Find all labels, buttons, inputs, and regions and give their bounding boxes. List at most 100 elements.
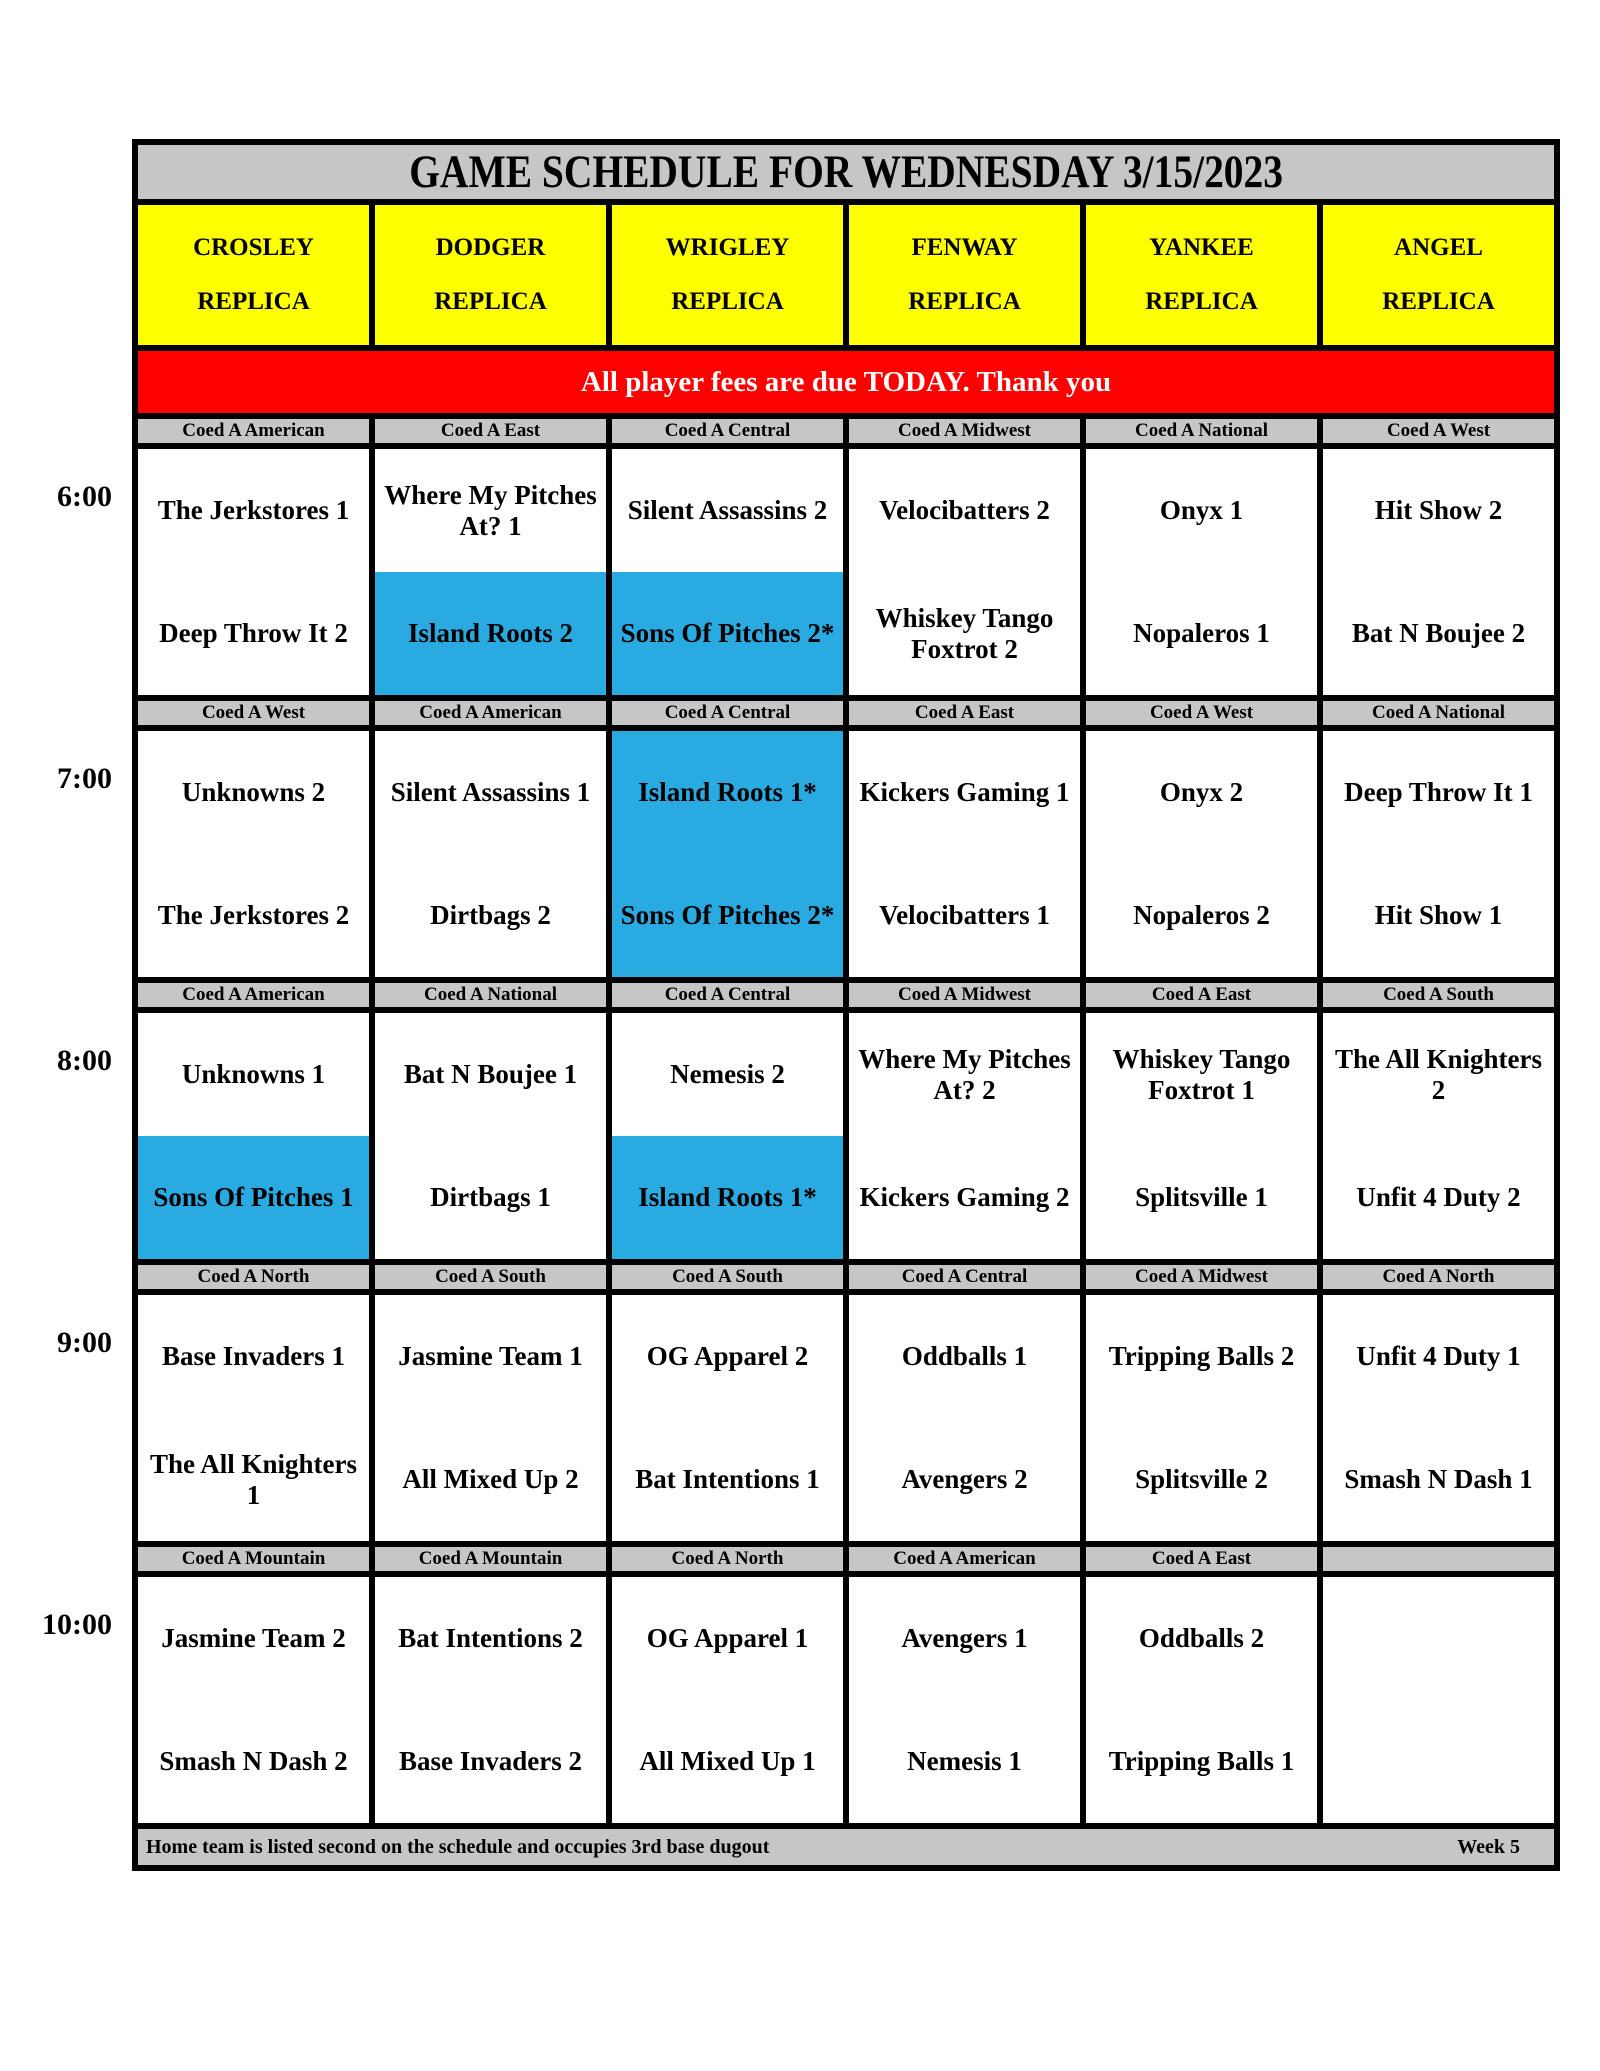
- division-label: Coed A Central: [849, 1265, 1080, 1289]
- home-team: Velocibatters 1: [879, 900, 1050, 931]
- away-team: Onyx 2: [1159, 777, 1244, 808]
- game-cell: Silent Assassins 2 Sons Of Pitches 2*: [612, 449, 843, 695]
- home-team: Island Roots 1*: [612, 1136, 843, 1259]
- home-team: Dirtbags 1: [430, 1182, 551, 1213]
- time-label: 9:00: [57, 1326, 112, 1359]
- game-cell: Where My Pitches At? 2 Kickers Gaming 2: [849, 1013, 1080, 1259]
- home-team: Sons Of Pitches 1: [138, 1136, 369, 1259]
- division-label: Coed A South: [1323, 983, 1554, 1007]
- division-label: Coed A Midwest: [849, 983, 1080, 1007]
- home-team: Splitsville 2: [1135, 1464, 1268, 1495]
- venue-type: REPLICA: [671, 288, 784, 315]
- game-cell: The All Knighters 2 Unfit 4 Duty 2: [1323, 1013, 1554, 1259]
- venue-name: CROSLEY: [193, 234, 314, 261]
- away-team: Bat Intentions 2: [398, 1623, 583, 1654]
- game-cell: Jasmine Team 2 Smash N Dash 2: [138, 1577, 369, 1823]
- home-team: Nopaleros 1: [1133, 618, 1270, 649]
- home-team: Deep Throw It 2: [159, 618, 348, 649]
- venue-type: REPLICA: [197, 288, 310, 315]
- away-team: Unknowns 2: [181, 777, 326, 808]
- away-team: Where My Pitches At? 1: [384, 480, 597, 541]
- venue-type: REPLICA: [1145, 288, 1258, 315]
- home-team: Base Invaders 2: [398, 1746, 582, 1777]
- division-label: Coed A Central: [612, 983, 843, 1007]
- division-label: Coed A North: [1323, 1265, 1554, 1289]
- division-label: Coed A National: [1323, 701, 1554, 725]
- away-team: Bat N Boujee 1: [403, 1059, 578, 1090]
- home-team: Kickers Gaming 2: [859, 1182, 1070, 1213]
- game-cell: Tripping Balls 2 Splitsville 2: [1086, 1295, 1317, 1541]
- away-team: Nemesis 2: [670, 1059, 785, 1090]
- away-team: Unfit 4 Duty 1: [1356, 1341, 1521, 1372]
- game-cell: OG Apparel 2 Bat Intentions 1: [612, 1295, 843, 1541]
- game-cell: The Jerkstores 1 Deep Throw It 2: [138, 449, 369, 695]
- venue-header-fenway: FENWAY REPLICA: [849, 205, 1080, 345]
- home-team: Sons Of Pitches 2*: [612, 572, 843, 695]
- home-team: Sons Of Pitches 2*: [612, 854, 843, 977]
- away-team: Base Invaders 1: [161, 1341, 345, 1372]
- game-cell: Unknowns 2 The Jerkstores 2: [138, 731, 369, 977]
- game-cell: Where My Pitches At? 1 Island Roots 2: [375, 449, 606, 695]
- game-cell: [1323, 1577, 1554, 1823]
- division-label: Coed A East: [375, 419, 606, 443]
- away-team: Oddballs 1: [901, 1341, 1028, 1372]
- division-label: Coed A American: [375, 701, 606, 725]
- away-team: Tripping Balls 2: [1108, 1341, 1295, 1372]
- division-label: Coed A Mountain: [138, 1547, 369, 1571]
- game-cell: Unfit 4 Duty 1 Smash N Dash 1: [1323, 1295, 1554, 1541]
- away-team: Hit Show 2: [1374, 495, 1503, 526]
- division-label: Coed A East: [1086, 1547, 1317, 1571]
- away-team: Whiskey Tango Foxtrot 1: [1112, 1044, 1291, 1105]
- division-label: Coed A East: [1086, 983, 1317, 1007]
- home-team: Nemesis 1: [907, 1746, 1022, 1777]
- home-team: Splitsville 1: [1135, 1182, 1268, 1213]
- away-team: Jasmine Team 1: [398, 1341, 583, 1372]
- game-cell: Jasmine Team 1 All Mixed Up 2: [375, 1295, 606, 1541]
- home-team: Whiskey Tango Foxtrot 2: [875, 603, 1054, 664]
- away-team: Where My Pitches At? 2: [858, 1044, 1071, 1105]
- game-cell: Whiskey Tango Foxtrot 1 Splitsville 1: [1086, 1013, 1317, 1259]
- venue-name: DODGER: [435, 234, 546, 261]
- time-label: 10:00: [42, 1608, 112, 1641]
- away-team: Velocibatters 2: [879, 495, 1050, 526]
- game-cell: Onyx 1 Nopaleros 1: [1086, 449, 1317, 695]
- game-cell: Velocibatters 2 Whiskey Tango Foxtrot 2: [849, 449, 1080, 695]
- game-cell: Island Roots 1* Sons Of Pitches 2*: [612, 731, 843, 977]
- fees-notice-banner: All player fees are due TODAY. Thank you: [138, 351, 1554, 413]
- venue-header-wrigley: WRIGLEY REPLICA: [612, 205, 843, 345]
- away-team: Island Roots 1*: [612, 731, 843, 854]
- game-cell: Avengers 1 Nemesis 1: [849, 1577, 1080, 1823]
- away-team: Oddballs 2: [1138, 1623, 1265, 1654]
- division-label: Coed A American: [849, 1547, 1080, 1571]
- home-team: Smash N Dash 1: [1344, 1464, 1533, 1495]
- division-label: Coed A South: [375, 1265, 606, 1289]
- division-label: Coed A West: [138, 701, 369, 725]
- home-team: Dirtbags 2: [430, 900, 551, 931]
- time-label: 7:00: [57, 762, 112, 795]
- game-cell: Hit Show 2 Bat N Boujee 2: [1323, 449, 1554, 695]
- division-label: Coed A American: [138, 419, 369, 443]
- division-label: Coed A Central: [612, 701, 843, 725]
- fees-notice-text: All player fees are due TODAY. Thank you: [580, 365, 1112, 398]
- division-label: Coed A Mountain: [375, 1547, 606, 1571]
- game-cell: Kickers Gaming 1 Velocibatters 1: [849, 731, 1080, 977]
- division-label: Coed A National: [375, 983, 606, 1007]
- home-team: Bat Intentions 1: [635, 1464, 820, 1495]
- home-team: Bat N Boujee 2: [1351, 618, 1526, 649]
- game-cell: Oddballs 2 Tripping Balls 1: [1086, 1577, 1317, 1823]
- division-label: Coed A American: [138, 983, 369, 1007]
- away-team: Deep Throw It 1: [1344, 777, 1533, 808]
- game-cell: Nemesis 2 Island Roots 1*: [612, 1013, 843, 1259]
- time-label: 6:00: [57, 480, 112, 513]
- week-label: Week 5: [1457, 1835, 1520, 1858]
- venue-header-dodger: DODGER REPLICA: [375, 205, 606, 345]
- away-team: Kickers Gaming 1: [859, 777, 1070, 808]
- venue-name: FENWAY: [911, 234, 1018, 261]
- home-team: Avengers 2: [901, 1464, 1028, 1495]
- home-team: Hit Show 1: [1374, 900, 1503, 931]
- schedule-table: GAME SCHEDULE FOR WEDNESDAY 3/15/2023 CR…: [132, 139, 1560, 1871]
- division-label: Coed A North: [138, 1265, 369, 1289]
- venue-name: YANKEE: [1149, 234, 1254, 261]
- venue-type: REPLICA: [434, 288, 547, 315]
